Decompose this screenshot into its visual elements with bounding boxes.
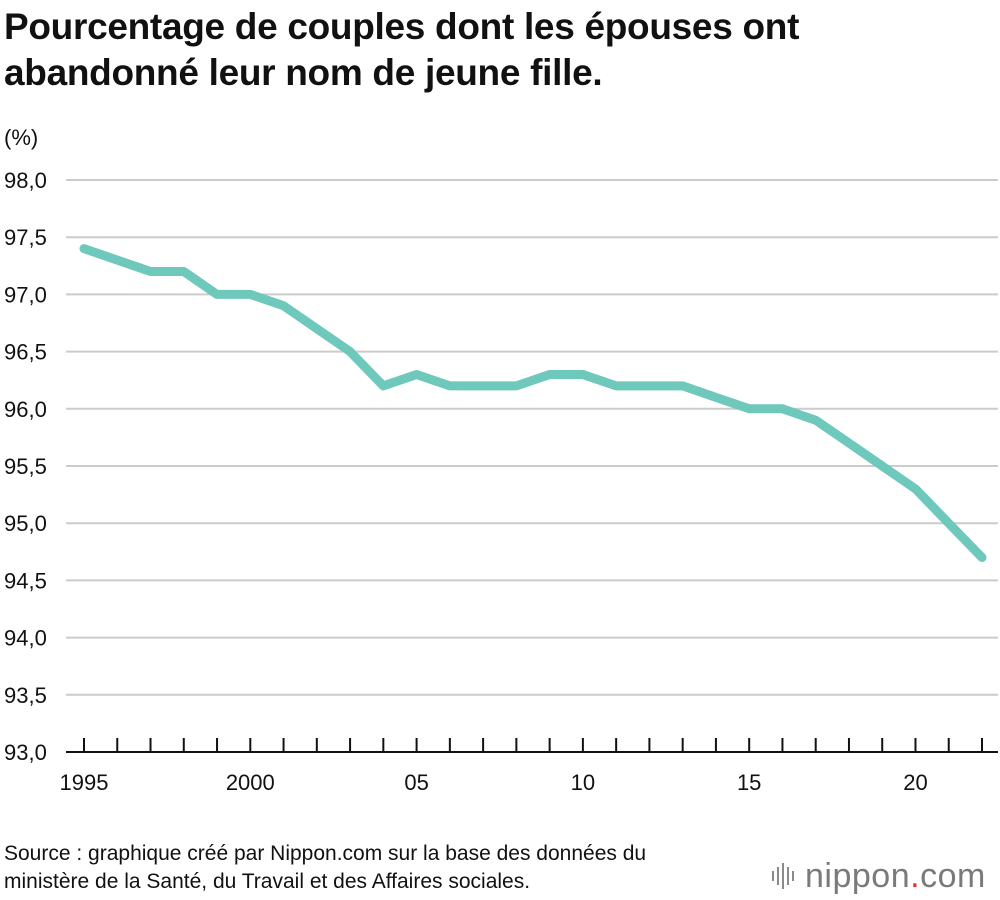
y-axis-unit-label: (%) [4,125,38,150]
y-axis-ticks: 93,0 93,5 94,0 94,5 95,0 95,5 96,0 96,5 97,0 97,5… [4,168,47,765]
data-point [316,328,318,330]
data-point [815,419,817,421]
data-point [83,248,85,250]
source-line-2: ministère de la Santé, du Travail et des… [4,870,531,893]
y-tick-label: 97,0 [4,282,47,307]
data-point [116,259,118,261]
data-point [582,373,584,375]
data-point [249,293,251,295]
x-axis: 1995 2000 05 10 15 20 [60,738,998,795]
y-tick-label: 93,0 [4,740,47,765]
y-tick-label: 96,0 [4,397,47,422]
data-point [615,385,617,387]
x-tick-label: 1995 [60,770,109,795]
x-tick-label: 10 [571,770,595,795]
data-point [914,488,916,490]
brand-suffix: com [920,856,986,895]
y-tick-label: 93,5 [4,683,47,708]
y-tick-label: 98,0 [4,168,47,193]
data-point [416,373,418,375]
data-point [150,271,152,273]
data-point [382,385,384,387]
y-tick-label: 95,5 [4,454,47,479]
data-point [216,293,218,295]
data-point [948,522,950,524]
data-point [549,373,551,375]
sound-bars-icon [772,863,797,889]
source-note: Source : graphique créé par Nippon.com s… [4,840,774,896]
grid-lines [66,179,998,696]
y-tick-label: 97,5 [4,225,47,250]
data-point [515,385,517,387]
x-tick-label: 15 [737,770,761,795]
y-tick-label: 94,5 [4,568,47,593]
brand-wordmark: nippon.com [805,857,986,896]
chart-title: Pourcentage de couples dont les épouses … [4,4,994,96]
chart-title-line-2: abandonné leur nom de jeune fille. [4,52,603,93]
x-tick-label: 2000 [226,770,275,795]
data-point [848,442,850,444]
y-tick-label: 94,0 [4,626,47,651]
series-group [79,244,987,562]
series-line [79,244,987,562]
data-point [449,385,451,387]
data-point [981,557,983,559]
brand-logo: nippon.com [772,856,986,896]
data-point [748,408,750,410]
data-point [715,396,717,398]
data-point [682,385,684,387]
x-tick-label: 20 [903,770,927,795]
y-tick-label: 96,5 [4,340,47,365]
chart-title-line-1: Pourcentage de couples dont les épouses … [4,6,800,47]
line-chart: (%) 93,0 93,5 94,0 94,5 95,0 95,5 96,0 96,5 97,0… [4,125,998,795]
y-tick-label: 95,0 [4,511,47,536]
data-point [183,271,185,273]
data-point [881,465,883,467]
data-point [482,385,484,387]
data-point [648,385,650,387]
x-tick-label: 05 [404,770,428,795]
data-point [283,305,285,307]
brand-name: nippon [805,856,911,895]
data-point [781,408,783,410]
brand-dot: . [910,856,921,895]
data-point [349,351,351,353]
source-line-1: Source : graphique créé par Nippon.com s… [4,842,647,865]
